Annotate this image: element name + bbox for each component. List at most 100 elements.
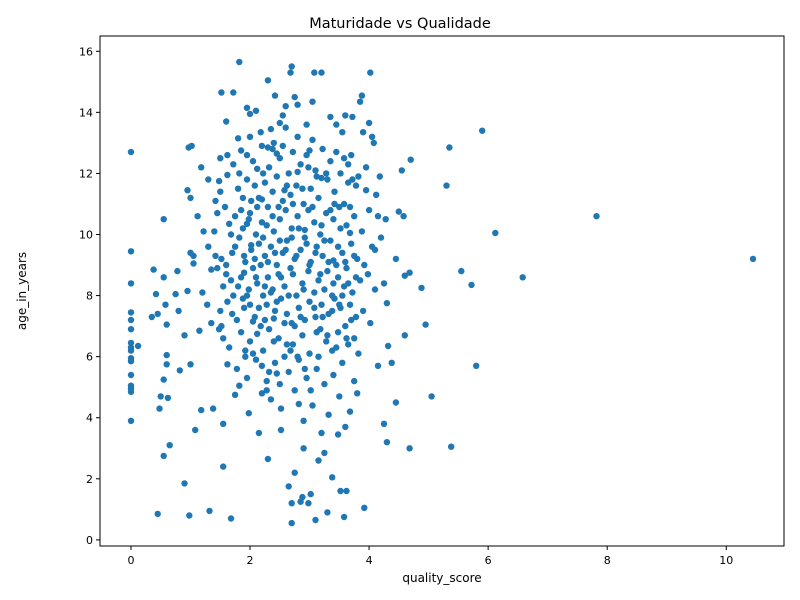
data-point <box>186 512 193 519</box>
data-point <box>334 431 342 438</box>
data-point <box>282 206 289 214</box>
data-point <box>196 327 203 334</box>
data-point <box>303 240 310 247</box>
data-point <box>181 480 188 487</box>
data-point <box>458 267 465 275</box>
data-point <box>392 399 400 406</box>
data-point <box>287 264 294 272</box>
data-point <box>246 338 254 345</box>
data-point <box>319 252 326 260</box>
data-point <box>254 165 261 172</box>
data-point <box>443 182 450 189</box>
data-point <box>297 246 304 253</box>
data-point <box>305 267 312 275</box>
data-point <box>261 252 269 260</box>
data-point <box>258 390 266 397</box>
data-point <box>263 377 270 385</box>
data-point <box>343 335 350 342</box>
data-point <box>127 326 135 333</box>
data-point <box>214 209 221 217</box>
data-point <box>245 216 252 223</box>
data-point <box>163 361 170 368</box>
data-point <box>267 289 275 296</box>
data-point <box>406 445 413 452</box>
data-point <box>264 77 272 84</box>
data-point <box>333 121 340 128</box>
data-point <box>237 329 245 336</box>
data-point <box>251 255 258 263</box>
data-point <box>243 292 251 299</box>
data-point <box>229 249 236 256</box>
data-point <box>428 393 435 400</box>
data-point <box>227 515 235 522</box>
data-point <box>273 370 280 377</box>
data-point <box>351 252 358 260</box>
data-point <box>248 197 255 205</box>
data-point <box>279 197 286 205</box>
data-point <box>365 206 373 214</box>
data-point <box>217 155 224 162</box>
y-tick-label: 6 <box>86 351 93 364</box>
data-point <box>282 103 289 110</box>
data-point <box>340 513 348 521</box>
data-point <box>346 203 354 211</box>
data-point <box>343 222 350 229</box>
data-point <box>257 129 264 136</box>
data-point <box>301 226 308 234</box>
data-point <box>148 313 155 321</box>
data-point <box>231 391 239 398</box>
data-point <box>229 310 236 318</box>
data-point <box>233 365 241 373</box>
data-point <box>380 420 388 427</box>
data-point <box>339 292 346 299</box>
data-point <box>276 380 283 388</box>
data-point <box>334 329 342 336</box>
data-point <box>303 151 310 159</box>
data-point <box>257 261 264 269</box>
data-point <box>749 255 757 263</box>
data-point <box>208 319 215 327</box>
data-point <box>317 271 324 278</box>
data-point <box>318 174 325 182</box>
data-point <box>259 347 267 354</box>
data-point <box>343 487 350 495</box>
data-point <box>264 455 272 463</box>
data-point <box>249 350 257 357</box>
data-point <box>318 429 325 437</box>
data-point <box>395 208 402 215</box>
data-point <box>349 113 356 121</box>
data-point <box>239 194 247 202</box>
data-point <box>303 121 310 128</box>
data-point <box>243 176 251 183</box>
data-point <box>271 249 279 256</box>
y-axis-ticks: 0 2 4 6 8 10 12 14 16 <box>79 45 100 547</box>
x-tick-label: 10 <box>719 554 733 567</box>
data-point <box>339 359 346 366</box>
data-point <box>519 274 526 281</box>
data-point <box>370 139 377 147</box>
data-point <box>246 301 254 308</box>
data-point <box>371 286 379 293</box>
data-point <box>224 171 231 179</box>
data-point <box>273 261 280 269</box>
data-point <box>287 191 294 198</box>
data-point <box>333 261 340 269</box>
data-point <box>383 300 391 307</box>
data-point <box>297 313 304 321</box>
data-point <box>281 319 288 327</box>
data-point <box>352 313 360 321</box>
data-point <box>355 173 362 180</box>
x-axis-ticks: 0 2 4 6 8 10 <box>127 546 733 567</box>
data-point <box>227 277 235 284</box>
y-tick-label: 4 <box>86 412 93 425</box>
data-point <box>315 194 322 202</box>
data-point <box>184 287 191 295</box>
data-point <box>218 89 225 96</box>
data-point <box>299 332 306 339</box>
data-point <box>367 69 374 76</box>
data-point <box>255 240 263 247</box>
data-point <box>188 142 195 150</box>
data-point <box>190 252 197 260</box>
data-point <box>255 304 263 311</box>
data-point <box>401 332 408 339</box>
